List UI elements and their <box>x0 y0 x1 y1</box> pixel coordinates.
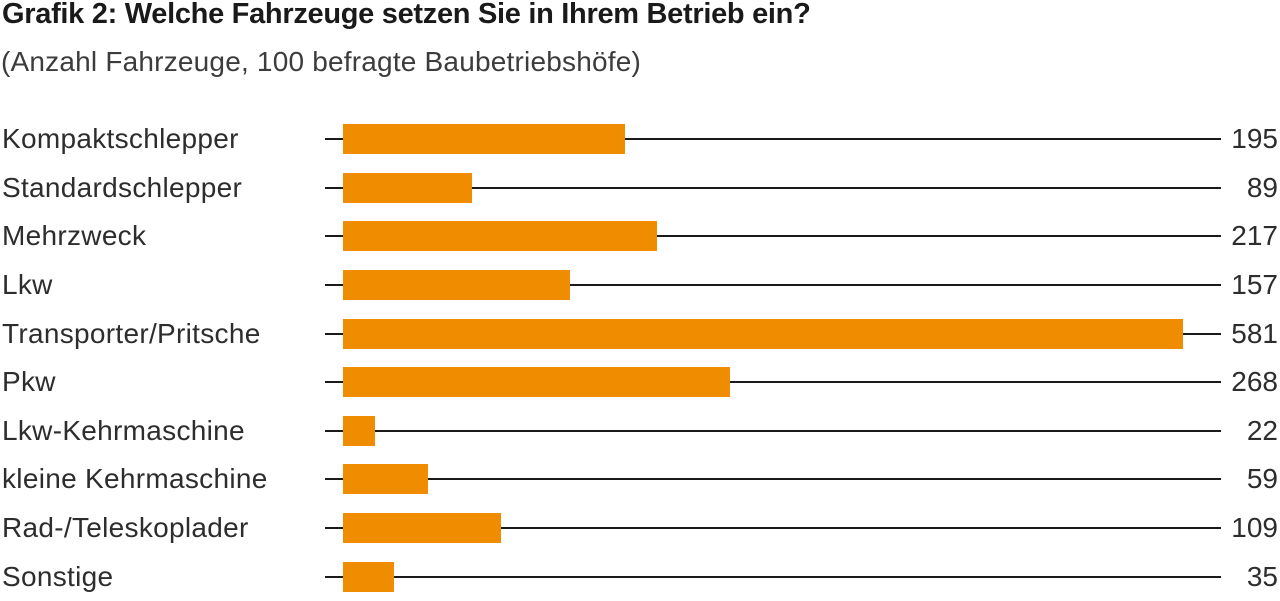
bar <box>343 172 472 203</box>
row-label: Kompaktschlepper <box>2 123 239 155</box>
row-label: Standardschlepper <box>2 171 243 203</box>
bar <box>343 464 428 495</box>
bar-track <box>343 212 1221 261</box>
row-label: Pkw <box>2 366 56 398</box>
bar-track <box>343 407 1221 456</box>
bar-track <box>343 164 1221 213</box>
chart-title: Grafik 2: Welche Fahrzeuge setzen Sie in… <box>2 0 811 30</box>
bar-track <box>343 261 1221 310</box>
row-value: 89 <box>1246 171 1278 203</box>
leader-line <box>730 381 1221 384</box>
chart-row: kleine Kehrmaschine 59 <box>0 455 1280 504</box>
row-label: Sonstige <box>2 560 114 592</box>
chart-row: Rad-/Teleskoplader 109 <box>0 504 1280 553</box>
leader-line <box>375 429 1221 432</box>
row-label: kleine Kehrmaschine <box>2 463 268 495</box>
row-label: Mehrzweck <box>2 220 147 252</box>
leader-line <box>428 478 1221 481</box>
row-value: 35 <box>1246 560 1278 592</box>
chart-row: Sonstige 35 <box>0 552 1280 601</box>
bar-track <box>343 358 1221 407</box>
row-value: 59 <box>1246 463 1278 495</box>
row-value: 195 <box>1231 123 1278 155</box>
leader-line <box>394 575 1221 578</box>
chart-row: Standardschlepper 89 <box>0 164 1280 213</box>
row-value: 217 <box>1231 220 1278 252</box>
row-value: 581 <box>1231 317 1278 349</box>
row-label: Transporter/Pritsche <box>2 317 261 349</box>
bar-track <box>343 309 1221 358</box>
chart-row: Lkw 157 <box>0 261 1280 310</box>
bar <box>343 561 394 592</box>
row-value: 268 <box>1231 366 1278 398</box>
tick-line <box>325 381 343 384</box>
tick-line <box>325 478 343 481</box>
leader-line <box>501 527 1221 530</box>
bar-track <box>343 115 1221 164</box>
row-label: Rad-/Teleskoplader <box>2 512 249 544</box>
leader-line <box>625 138 1221 141</box>
chart-subtitle: (Anzahl Fahrzeuge, 100 befragte Baubetri… <box>1 46 642 77</box>
bar-chart: Kompaktschlepper 195 Standardschlepper 8… <box>0 115 1280 601</box>
row-value: 157 <box>1231 269 1278 301</box>
tick-line <box>325 332 343 335</box>
bar <box>343 124 625 155</box>
bar <box>343 221 657 252</box>
leader-line <box>472 186 1221 189</box>
bar <box>343 415 375 446</box>
row-label: Lkw <box>2 269 53 301</box>
chart-row: Pkw 268 <box>0 358 1280 407</box>
bar <box>343 513 501 544</box>
bar-track <box>343 455 1221 504</box>
tick-line <box>325 429 343 432</box>
leader-line <box>1183 332 1221 335</box>
bar <box>343 270 570 301</box>
chart-row: Lkw-Kehrmaschine 22 <box>0 407 1280 456</box>
tick-line <box>325 527 343 530</box>
tick-line <box>325 186 343 189</box>
row-label: Lkw-Kehrmaschine <box>2 414 245 446</box>
leader-line <box>657 235 1221 238</box>
bar-track <box>343 504 1221 553</box>
bar <box>343 318 1183 349</box>
tick-line <box>325 284 343 287</box>
tick-line <box>325 235 343 238</box>
leader-line <box>570 284 1221 287</box>
bar-track <box>343 552 1221 601</box>
row-value: 109 <box>1231 512 1278 544</box>
chart-row: Kompaktschlepper 195 <box>0 115 1280 164</box>
bar <box>343 367 730 398</box>
chart-row: Transporter/Pritsche 581 <box>0 309 1280 358</box>
tick-line <box>325 575 343 578</box>
tick-line <box>325 138 343 141</box>
chart-row: Mehrzweck 217 <box>0 212 1280 261</box>
row-value: 22 <box>1246 414 1278 446</box>
